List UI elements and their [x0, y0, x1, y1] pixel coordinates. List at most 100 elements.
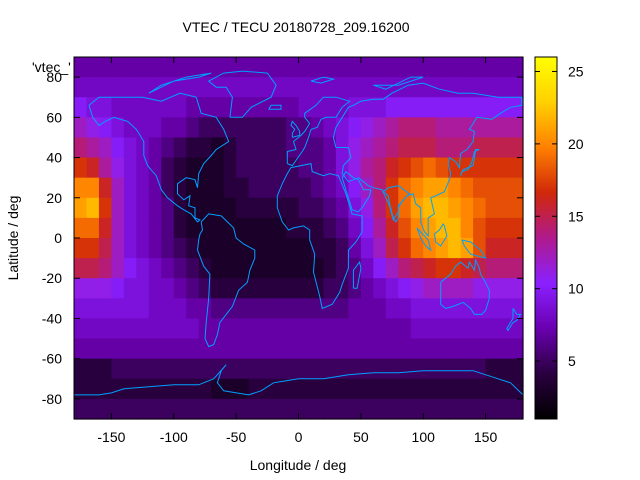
heatmap-cell [485, 298, 499, 320]
y-tick-label: -20 [42, 270, 62, 286]
heatmap-cell [398, 278, 412, 299]
heatmap-cell [473, 398, 487, 420]
heatmap-cell [223, 77, 237, 98]
heatmap-cell [335, 378, 349, 400]
heatmap-cell [398, 338, 412, 360]
colorbar-tick-label: 15 [568, 208, 584, 224]
heatmap-cell [86, 318, 100, 340]
heatmap-cell [410, 338, 424, 360]
heatmap-cell [435, 238, 449, 259]
heatmap-cell [74, 117, 88, 139]
heatmap-cell [261, 258, 275, 279]
coastline [207, 70, 277, 118]
heatmap-cell [335, 57, 349, 78]
heatmap-cell [223, 278, 237, 299]
heatmap-cell [298, 97, 312, 118]
heatmap-cell [186, 97, 200, 118]
heatmap-cell [273, 358, 287, 380]
heatmap-cell [385, 398, 399, 420]
heatmap-cell [273, 117, 287, 139]
heatmap-cell [186, 217, 200, 239]
heatmap-cell [136, 217, 150, 239]
heatmap-cell [373, 378, 387, 400]
heatmap-cell [473, 137, 487, 159]
heatmap-cell [74, 318, 88, 340]
heatmap-cell [498, 258, 512, 279]
heatmap-cell [348, 338, 362, 360]
heatmap-cell [136, 278, 150, 299]
heatmap-cell [485, 378, 499, 400]
heatmap-cell [473, 298, 487, 320]
heatmap-cell [186, 318, 200, 340]
heatmap-cell [323, 378, 337, 400]
heatmap-cell [173, 358, 187, 380]
x-axis-ticks: -150 -100 -50 0 50 100 150 [97, 57, 497, 445]
heatmap-cell [448, 57, 462, 78]
heatmap-cell [373, 157, 387, 179]
heatmap-cell [385, 338, 399, 360]
heatmap-cell [473, 77, 487, 98]
heatmap-cell [273, 378, 287, 400]
heatmap-cell [398, 358, 412, 380]
heatmap-cell [111, 238, 125, 259]
heatmap-cell [423, 157, 437, 179]
heatmap-cell [236, 97, 250, 118]
heatmap-cell [485, 358, 499, 380]
heatmap-cell [335, 177, 349, 199]
heatmap-cell [385, 117, 399, 139]
heatmap-cell [360, 378, 374, 400]
heatmap-cell [98, 278, 113, 299]
heatmap-cell [123, 117, 137, 139]
heatmap-cell [410, 398, 424, 420]
heatmap-cell [448, 97, 462, 118]
heatmap-cell [136, 157, 150, 179]
heatmap-cell [123, 157, 137, 179]
coastline [461, 239, 487, 259]
heatmap-cell [148, 238, 162, 259]
heatmap-cell [435, 398, 449, 420]
colorbar-tick-label: 5 [568, 353, 576, 369]
heatmap-cell [373, 358, 387, 380]
heatmap-cell [423, 77, 437, 98]
heatmap-cell [298, 157, 312, 179]
heatmap-cell [74, 157, 88, 179]
heatmap-cell [198, 157, 212, 179]
colorbar-ticks: 5 10 15 20 25 [535, 63, 584, 369]
heatmap-cell [410, 238, 424, 259]
heatmap-cell [323, 238, 337, 259]
heatmap-cell [360, 117, 374, 139]
colorbar [534, 56, 558, 420]
heatmap-cell [398, 57, 412, 78]
heatmap-cell [410, 97, 424, 118]
heatmap-cell [423, 117, 437, 139]
heatmap-cells [74, 57, 524, 420]
heatmap-cell [186, 338, 200, 360]
heatmap-cell [360, 258, 374, 279]
heatmap-cell [211, 177, 225, 199]
colorbar-tick-label: 20 [568, 136, 584, 152]
heatmap-cell [510, 117, 524, 139]
heatmap-cell [335, 217, 349, 239]
heatmap-cell [310, 157, 325, 179]
heatmap-cell [298, 318, 312, 340]
heatmap-cell [236, 318, 250, 340]
heatmap-cell [136, 398, 150, 420]
heatmap-cell [510, 358, 524, 380]
heatmap-cell [286, 157, 300, 179]
y-tick-label: 20 [46, 190, 62, 206]
heatmap-cell [211, 298, 225, 320]
heatmap-cell [323, 197, 337, 219]
heatmap-cell [111, 298, 125, 320]
heatmap-cell [261, 137, 275, 159]
heatmap-cell [448, 157, 462, 179]
heatmap-cell [286, 338, 300, 360]
heatmap-cell [98, 57, 113, 78]
heatmap-cell [248, 97, 262, 118]
heatmap-cell [335, 197, 349, 219]
heatmap-cell [161, 57, 175, 78]
heatmap-cell [273, 398, 287, 420]
heatmap-cell [248, 358, 262, 380]
heatmap-cell [485, 137, 499, 159]
heatmap-cell [435, 137, 449, 159]
heatmap-cell [223, 318, 237, 340]
